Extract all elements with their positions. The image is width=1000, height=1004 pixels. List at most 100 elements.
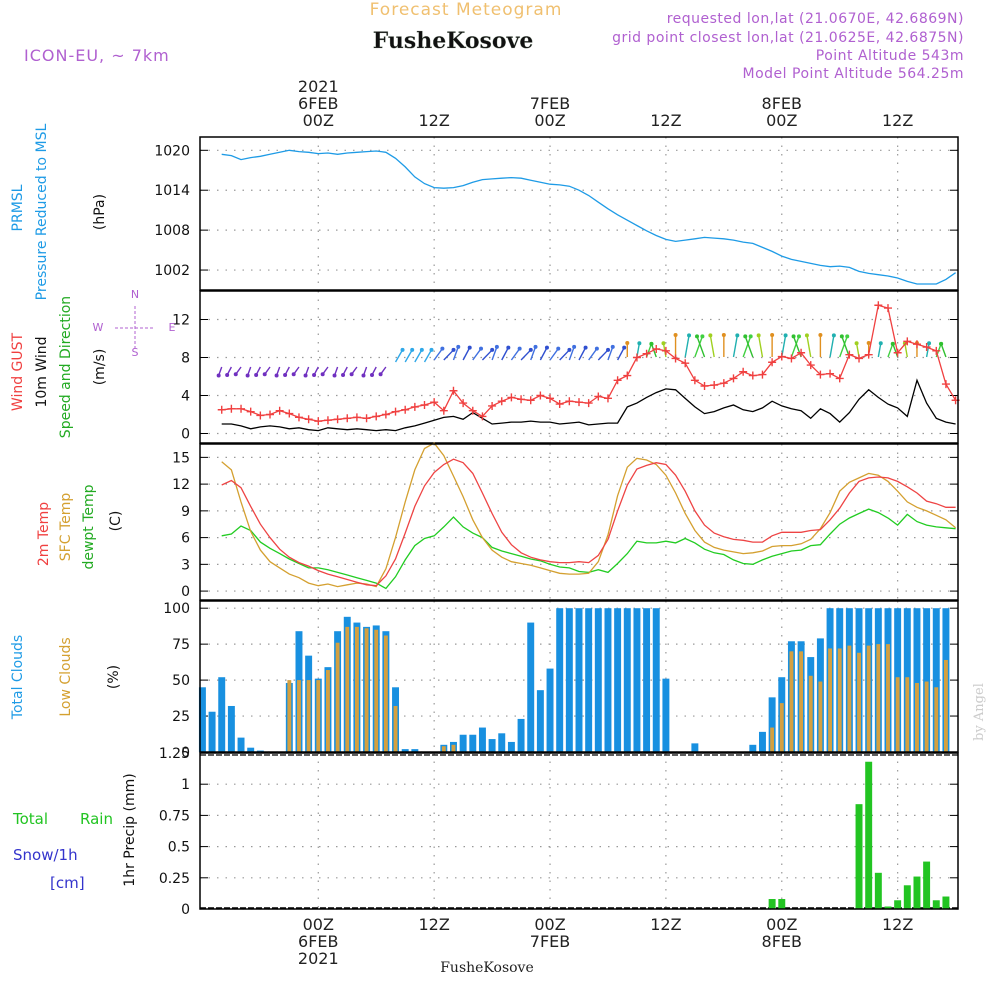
compass-w: W bbox=[93, 321, 104, 334]
total-clouds-bar bbox=[401, 749, 409, 752]
temp2m-label: 2m Temp bbox=[36, 502, 52, 566]
top-time-label: 7FEB bbox=[530, 94, 570, 113]
rain-bar bbox=[865, 761, 873, 909]
total-clouds-bar bbox=[623, 608, 631, 752]
low-clouds-bar bbox=[789, 651, 794, 752]
clouds-panel: 0 25 50 75 100 bbox=[163, 600, 959, 761]
wind-arrow-head bbox=[673, 333, 678, 337]
wind-arrow-head bbox=[254, 372, 259, 377]
y-tick-label: 15 bbox=[172, 450, 190, 466]
wind-arrow-head bbox=[429, 347, 434, 352]
wind-gust-marker bbox=[517, 395, 526, 404]
y-tick-label: 1008 bbox=[154, 223, 190, 239]
wind-gust-marker bbox=[671, 354, 680, 363]
wind-gust-marker bbox=[700, 382, 709, 390]
wind-gust-marker bbox=[381, 410, 390, 419]
y-tick-label: 0.5 bbox=[168, 840, 190, 856]
low-clouds-bar bbox=[287, 680, 292, 752]
wind-arrow-head bbox=[332, 373, 337, 378]
y-tick-label: 3 bbox=[181, 557, 190, 573]
wind-gust-marker bbox=[758, 370, 767, 379]
wind-gust-marker bbox=[729, 374, 738, 383]
wind-arrow-head bbox=[878, 341, 883, 346]
wind-gust-marker bbox=[603, 394, 612, 403]
wind-arrow-head bbox=[233, 372, 238, 377]
low-clouds-bar bbox=[886, 644, 890, 752]
wind-gust-marker bbox=[922, 343, 931, 352]
y-tick-label: 0 bbox=[181, 745, 190, 761]
total-clouds-bar bbox=[536, 690, 544, 752]
wind-arrow-head bbox=[262, 372, 267, 377]
bottom-time-label: 2021 bbox=[298, 949, 339, 968]
wind-10m-line bbox=[221, 378, 956, 432]
wind-direction-arrow bbox=[892, 343, 899, 358]
total-clouds-bar bbox=[614, 608, 622, 752]
wind-direction-arrow bbox=[530, 346, 537, 361]
bottom-time-label: 7FEB bbox=[530, 932, 570, 951]
wind-gust-marker bbox=[420, 401, 429, 409]
wind-arrow-head bbox=[939, 341, 944, 346]
wind-gust-marker bbox=[681, 359, 690, 368]
sfc-temp-label: SFC Temp bbox=[58, 493, 74, 562]
wind-direction-arrow bbox=[925, 343, 930, 358]
wind-gust-marker bbox=[497, 397, 506, 406]
total-clouds-bar bbox=[643, 608, 651, 752]
wind-arrow-head bbox=[927, 341, 932, 346]
compass-cross bbox=[115, 306, 155, 348]
wind-direction-arrow bbox=[742, 336, 752, 358]
wind-direction-arrow bbox=[481, 349, 493, 361]
rain-bar bbox=[903, 885, 911, 909]
low-clouds-bar bbox=[354, 626, 359, 752]
precip-ylabel: 1hr Precip (mm) bbox=[122, 773, 138, 886]
wind-gust-marker bbox=[323, 416, 332, 425]
wind-gust-marker bbox=[584, 399, 593, 408]
wind-gust-marker bbox=[294, 413, 303, 422]
wind-gust-marker bbox=[507, 393, 516, 402]
top-time-label: 00Z bbox=[766, 111, 797, 130]
wind-direction-arrow bbox=[423, 349, 433, 363]
wind-unit: (m/s) bbox=[92, 349, 108, 386]
total-clouds-bar bbox=[527, 622, 535, 752]
temp-unit: (C) bbox=[108, 511, 124, 532]
wind-gust-marker bbox=[719, 379, 728, 388]
wind-direction-arrow bbox=[877, 343, 882, 358]
wind-gust-marker bbox=[333, 415, 342, 424]
wind-arrow-head bbox=[796, 334, 801, 339]
y-tick-label: 0 bbox=[181, 902, 190, 918]
wind-gust-marker bbox=[777, 352, 786, 361]
wind-gust-marker bbox=[806, 361, 815, 370]
wind-direction-arrow bbox=[684, 335, 690, 358]
bottom-time-label: 6FEB bbox=[298, 932, 338, 951]
wind-gust-marker bbox=[362, 414, 371, 423]
rain-bar bbox=[913, 876, 921, 909]
top-title: Forecast Meteogram bbox=[370, 0, 563, 20]
wind-arrow-head bbox=[274, 373, 279, 378]
wind-gust-marker bbox=[594, 392, 603, 401]
low-clouds-bar bbox=[383, 635, 388, 752]
wind-gust-marker bbox=[787, 354, 796, 363]
rain-bar bbox=[923, 861, 931, 909]
wind-arrow-head bbox=[622, 345, 627, 350]
y-tick-label: 100 bbox=[163, 601, 190, 617]
wind-direction-arrow bbox=[806, 335, 812, 358]
wind-arrow-head bbox=[583, 345, 588, 350]
low-clouds-bar bbox=[934, 687, 939, 752]
total-clouds-bar bbox=[594, 608, 602, 752]
wind-gust-marker bbox=[845, 350, 854, 359]
wind-gust-marker bbox=[439, 406, 448, 415]
wind-direction-arrow bbox=[539, 347, 548, 361]
rain-bar bbox=[855, 804, 863, 909]
top-time-label: 2021 bbox=[298, 77, 339, 96]
total-clouds-bar bbox=[469, 734, 477, 752]
total-clouds-bar bbox=[488, 739, 496, 752]
wind-arrow-head bbox=[410, 347, 415, 352]
total-clouds-bar bbox=[565, 608, 573, 752]
total-clouds-bar bbox=[923, 608, 931, 752]
top-time-label: 00Z bbox=[534, 111, 565, 130]
precip-snow-label: Snow/1h bbox=[13, 846, 78, 864]
wind-gust-marker bbox=[536, 391, 545, 400]
low-clouds-bar bbox=[857, 652, 861, 752]
wind-arrow-head bbox=[216, 373, 221, 378]
low-clouds-bar bbox=[818, 681, 823, 752]
wind-gust-marker bbox=[941, 380, 950, 389]
